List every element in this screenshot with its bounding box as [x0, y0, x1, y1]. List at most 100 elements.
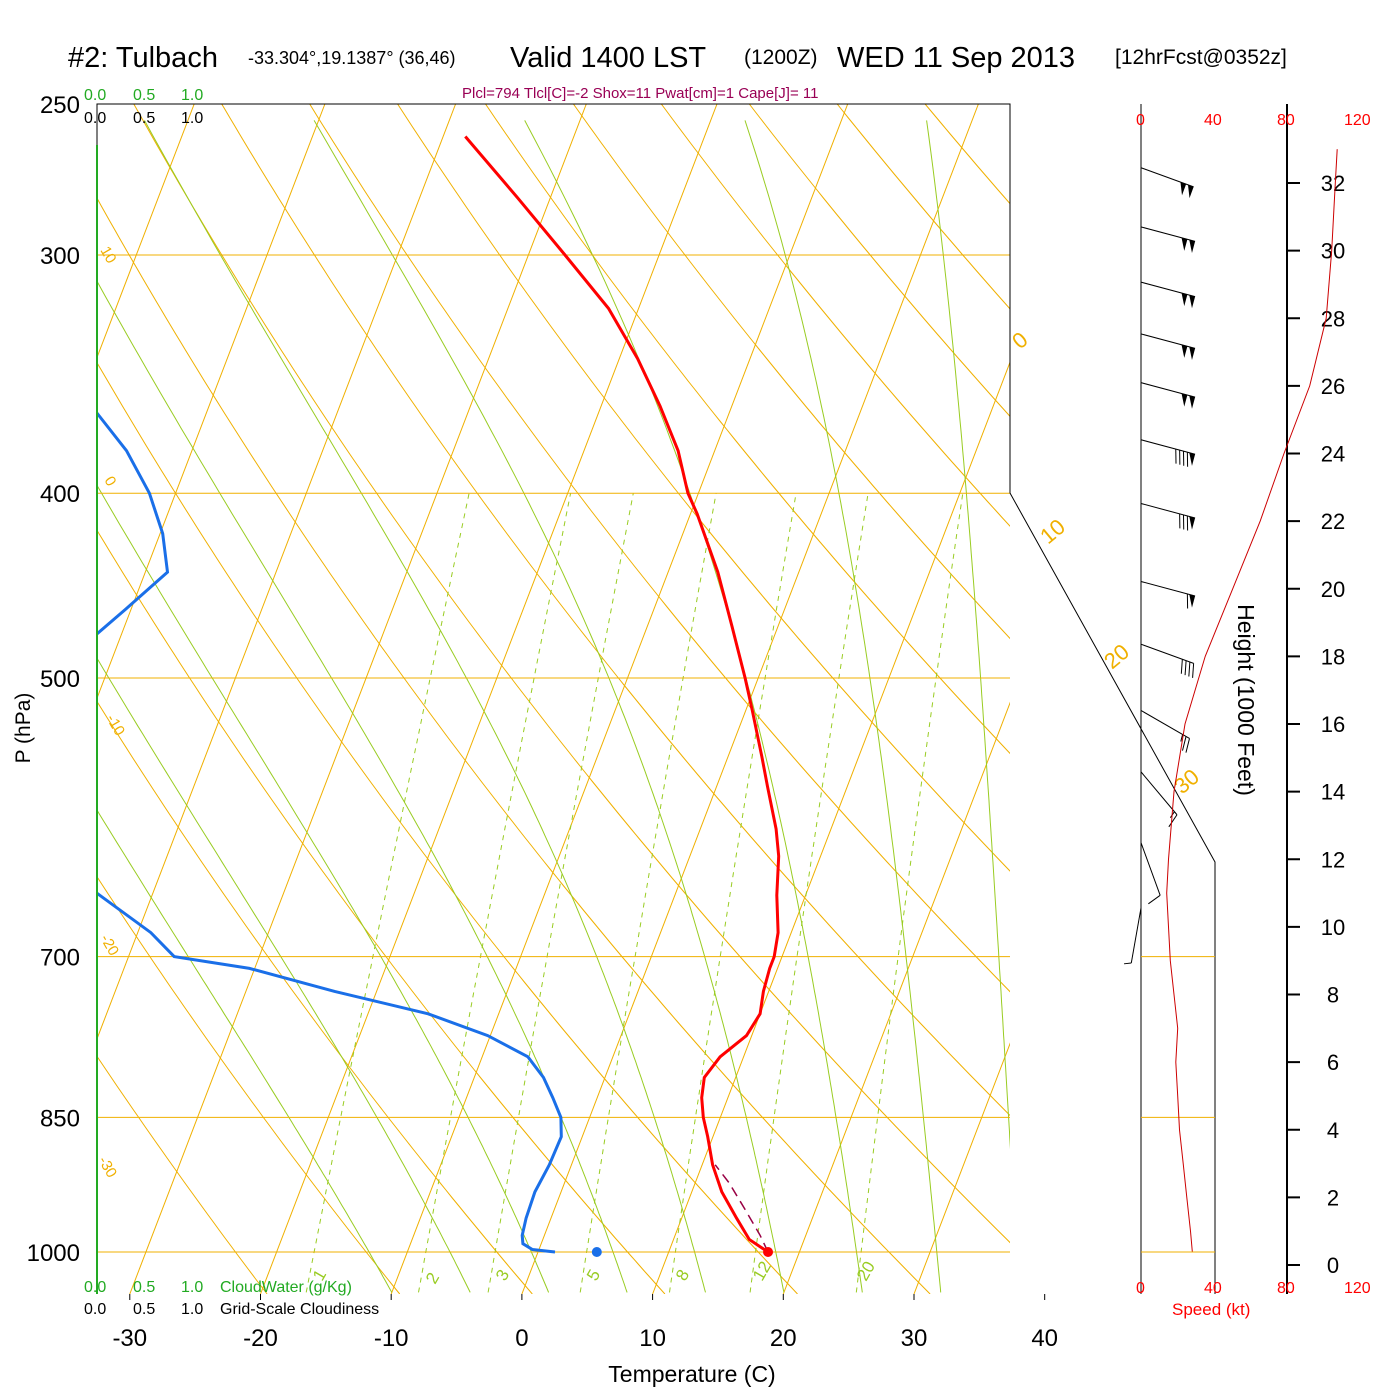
pressure-tick-label: 1000	[27, 1240, 80, 1267]
wind-barb	[1140, 439, 1196, 467]
dry-adiabat	[836, 104, 1010, 310]
wind-barb	[1140, 842, 1161, 905]
dry-adiabat	[97, 361, 798, 1294]
dry-adiabat	[309, 104, 1010, 993]
height-tick-label: 24	[1321, 442, 1345, 467]
height-tick-label: 22	[1321, 509, 1345, 534]
dry-adiabat-label: 10	[97, 244, 120, 267]
dry-adiabat	[485, 104, 1010, 755]
background-lines	[97, 104, 1400, 1294]
pressure-tick-label: 850	[40, 1105, 80, 1132]
surface-temperature-dot	[763, 1247, 774, 1257]
height-tick-label: 30	[1321, 239, 1345, 264]
y-axis-label: P (hPa)	[12, 693, 35, 764]
moist-adiabat	[524, 120, 863, 1293]
wind-barb	[1140, 382, 1196, 409]
isotherm-label: 10	[1035, 514, 1070, 549]
wind-speed-line	[1166, 149, 1338, 1252]
dry-adiabat	[97, 875, 401, 1294]
pressure-tick-label: 300	[40, 243, 80, 270]
isotherm	[129, 104, 587, 1294]
temp-tick-label: 30	[901, 1325, 928, 1352]
dry-adiabat	[1189, 104, 1400, 1294]
temp-tick-label: 20	[770, 1325, 797, 1352]
height-tick-label: 0	[1327, 1253, 1339, 1278]
station-coords: -33.304°,19.1387° (36,46)	[248, 48, 456, 68]
wind-barb	[1140, 167, 1194, 199]
isotherm	[782, 701, 1010, 1294]
dry-adiabat	[1013, 104, 1400, 1294]
mixing-ratio-line	[487, 493, 634, 1293]
pressure-tick-label: 500	[40, 666, 80, 693]
isotherm	[652, 360, 1010, 1294]
height-tick-label: 4	[1327, 1118, 1339, 1143]
dry-adiabat	[572, 104, 1010, 640]
cw-bottom-05: 0.5	[133, 1279, 155, 1296]
height-tick-label: 32	[1321, 171, 1345, 196]
mixing-ratio-label: 2	[422, 1269, 443, 1287]
moist-adiabat	[744, 120, 942, 1293]
isotherm-label: 30	[1169, 764, 1204, 799]
temp-tick-label: 0	[515, 1325, 528, 1352]
temp-tick-label: -20	[243, 1325, 278, 1352]
dry-adiabat-label: 0	[101, 474, 120, 490]
mixing-ratio-label: 5	[583, 1266, 604, 1284]
wind-barb	[1140, 643, 1195, 678]
dry-adiabat	[97, 197, 931, 1294]
utc-time: (1200Z)	[744, 46, 818, 69]
forecast-info: [12hrFcst@0352z]	[1115, 46, 1287, 69]
stability-indices: Plcl=794 Tlcl[C]=-2 Shox=11 Pwat[cm]=1 C…	[462, 85, 818, 102]
cloudwater-label: CloudWater (g/Kg)	[220, 1279, 352, 1296]
speed-top-80: 80	[1277, 112, 1295, 129]
isotherm	[1045, 104, 1400, 1294]
wind-barb	[1140, 226, 1196, 253]
temp-tick-label: 40	[1031, 1325, 1058, 1352]
wind-barb	[1140, 503, 1196, 531]
dry-adiabat	[133, 104, 1010, 1244]
axes: 0246810121416182022242628303225030040050…	[27, 92, 1346, 1352]
dry-adiabat	[97, 700, 533, 1294]
mixing-ratio-label: 3	[492, 1266, 513, 1284]
valid-time: Valid 1400 LST	[510, 42, 706, 74]
cw-top-1: 1.0	[181, 87, 203, 104]
height-tick-label: 16	[1321, 712, 1345, 737]
mixing-ratio-line	[305, 493, 470, 1293]
moist-adiabat	[926, 120, 1010, 1150]
plot-frame	[96, 103, 1216, 1294]
speed-axis-label: Speed (kt)	[1172, 1300, 1250, 1319]
isotherm-label: 20	[1099, 639, 1134, 674]
height-tick-label: 28	[1321, 306, 1345, 331]
dry-adiabat	[660, 104, 1010, 527]
height-tick-label: 10	[1321, 915, 1345, 940]
dry-adiabat	[748, 104, 1010, 418]
mixing-ratio-line	[418, 493, 572, 1293]
dry-adiabat-label: -30	[95, 1154, 121, 1181]
height-tick-label: 12	[1321, 847, 1345, 872]
height-tick-label: 26	[1321, 374, 1345, 399]
speed-bottom-0: 0	[1136, 1280, 1145, 1297]
dry-adiabat	[221, 104, 1010, 1117]
moist-adiabat	[97, 484, 550, 1293]
isotherm	[97, 104, 326, 700]
cl-top-1: 1.0	[181, 110, 203, 127]
moist-adiabat	[97, 280, 628, 1293]
isotherm	[390, 104, 849, 1294]
pressure-tick-label: 400	[40, 481, 80, 508]
parcel-line	[714, 1164, 769, 1253]
cw-top-05: 0.5	[133, 87, 155, 104]
dry-adiabat-label: -20	[97, 932, 123, 959]
wind-barb	[1140, 281, 1196, 309]
cl-bottom-0: 0.0	[84, 1301, 106, 1318]
cw-bottom-1: 1.0	[181, 1279, 203, 1296]
dry-adiabat	[97, 529, 666, 1294]
speed-top-0: 0	[1136, 112, 1145, 129]
station-title: #2: Tulbach	[68, 42, 218, 74]
cl-bottom-05: 0.5	[133, 1301, 155, 1318]
dry-adiabat	[397, 104, 1010, 872]
dry-adiabat	[1277, 104, 1400, 1294]
isotherm	[1306, 104, 1400, 1294]
speed-bottom-40: 40	[1204, 1280, 1222, 1297]
wind-barb	[1140, 581, 1196, 609]
height-tick-label: 2	[1327, 1185, 1339, 1210]
